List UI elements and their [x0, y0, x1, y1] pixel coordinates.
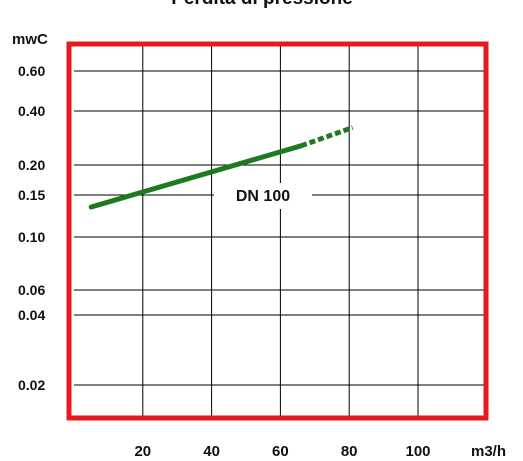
y-tick-label: 0.04 — [18, 307, 45, 323]
series-label: DN 100 — [236, 188, 290, 205]
y-tick-labels: 0.60 0.40 0.20 0.15 0.10 0.06 0.04 0.02 — [18, 63, 45, 393]
y-tick-label: 0.20 — [18, 157, 45, 173]
x-axis-label: m3/h — [471, 443, 506, 460]
plot-frame — [66, 41, 489, 421]
y-tick-label: 0.02 — [18, 377, 45, 393]
x-tick-label: 20 — [134, 443, 151, 460]
y-tick-label: 0.06 — [18, 282, 45, 298]
x-tick-label: 60 — [272, 443, 289, 460]
y-tick-label: 0.10 — [18, 229, 45, 245]
y-tick-label: 0.40 — [18, 103, 45, 119]
chart-title: Perdita di pressione — [171, 0, 353, 9]
y-tick-label: 0.15 — [18, 187, 45, 203]
x-tick-label: 100 — [405, 443, 430, 460]
y-tick-label: 0.60 — [18, 63, 45, 79]
series-line-dashed — [300, 125, 354, 149]
grid — [74, 44, 486, 418]
series-group — [88, 125, 354, 210]
series-label-background — [214, 183, 312, 209]
x-tick-label: 80 — [341, 443, 358, 460]
x-tick-label: 40 — [203, 443, 220, 460]
x-tick-labels: 20 40 60 80 100 — [134, 443, 430, 460]
y-axis-label: mwC — [12, 31, 48, 48]
series-line-solid — [88, 143, 304, 210]
